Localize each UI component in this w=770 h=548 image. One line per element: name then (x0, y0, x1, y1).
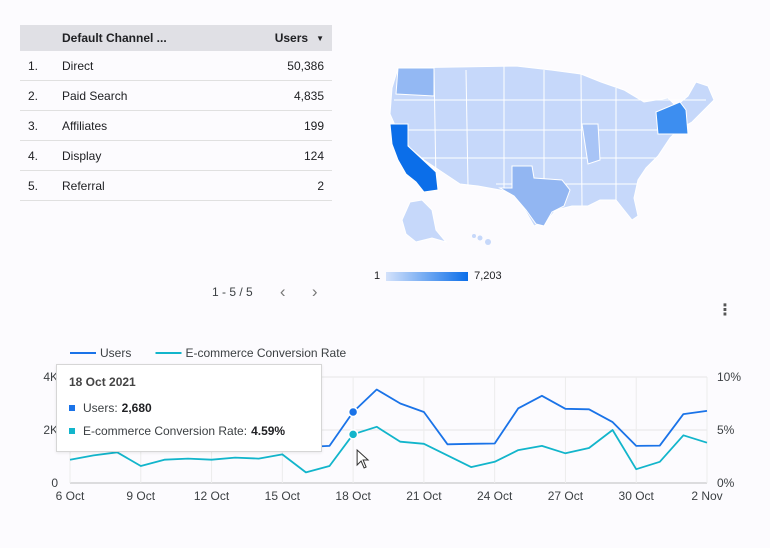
x-tick: 15 Oct (265, 489, 301, 503)
series-line-e-commerce-conversion-rate (69, 425, 708, 474)
table-row[interactable]: 2. Paid Search 4,835 (20, 81, 332, 111)
pager-range: 1 - 5 / 5 (212, 285, 253, 299)
state-texas[interactable] (498, 165, 571, 227)
x-tick: 24 Oct (477, 489, 513, 503)
row-channel: Display (62, 148, 102, 163)
sort-desc-icon[interactable]: ▼ (316, 33, 324, 43)
tooltip-users-value: 2,680 (121, 401, 152, 415)
row-users: 2 (317, 178, 324, 193)
table-row[interactable]: 4. Display 124 (20, 141, 332, 171)
legend-label: E-commerce Conversion Rate (186, 346, 347, 360)
legend-max: 7,203 (474, 270, 502, 282)
state-california[interactable] (389, 123, 439, 193)
x-tick: 30 Oct (619, 489, 655, 503)
ecr-swatch (69, 428, 75, 434)
state-washington[interactable] (395, 67, 435, 97)
row-index: 2. (28, 88, 39, 103)
table-pager: 1 - 5 / 5 ‹ › (212, 282, 331, 302)
table-header: Default Channel ... Users ▼ (20, 25, 332, 51)
row-index: 4. (28, 148, 39, 163)
x-tick: 27 Oct (548, 489, 584, 503)
table-row[interactable]: 1. Direct 50,386 (20, 51, 332, 81)
x-tick: 6 Oct (56, 489, 85, 503)
tooltip-users-label: Users: (83, 401, 118, 415)
x-tick: 2 Nov (691, 489, 722, 503)
x-tick: 21 Oct (406, 489, 442, 503)
legend-min: 1 (374, 270, 381, 282)
state-new-york[interactable] (655, 101, 689, 135)
row-channel: Paid Search (62, 88, 128, 103)
legend-label: Users (100, 346, 131, 360)
y-right-tick: 10% (717, 370, 741, 384)
state-illinois[interactable] (581, 123, 601, 165)
highlight-point[interactable] (347, 406, 359, 418)
legend-gradient-bar (386, 271, 469, 281)
highlight-point[interactable] (347, 429, 359, 440)
chevron-right-icon[interactable]: › (311, 282, 318, 301)
row-users: 199 (303, 118, 324, 133)
y-left-tick: 4K (43, 370, 58, 384)
row-index: 5. (28, 178, 39, 193)
table-row[interactable]: 3. Affiliates 199 (20, 111, 332, 141)
header-users[interactable]: Users ▼ (244, 31, 332, 45)
row-users: 4,835 (293, 88, 324, 103)
more-vert-icon[interactable]: ⋮ (717, 302, 733, 319)
x-tick: 12 Oct (194, 489, 230, 503)
row-users: 50,386 (287, 58, 324, 73)
y-right-tick: 0% (717, 476, 735, 490)
state-alaska[interactable] (401, 199, 448, 243)
row-channel: Affiliates (62, 118, 108, 133)
chart-tooltip: 18 Oct 2021 Users: 2,680 E-commerce Conv… (56, 364, 322, 452)
tooltip-ecr-row: E-commerce Conversion Rate: 4.59% (69, 424, 309, 438)
header-channel[interactable]: Default Channel ... (62, 31, 167, 45)
row-channel: Direct (62, 58, 94, 73)
mouse-cursor-icon (356, 448, 370, 469)
table-row[interactable]: 5. Referral 2 (20, 171, 332, 201)
row-index: 3. (28, 118, 39, 133)
tooltip-ecr-label: E-commerce Conversion Rate: (83, 424, 248, 438)
tooltip-date: 18 Oct 2021 (69, 375, 136, 389)
x-tick: 9 Oct (126, 489, 155, 503)
y-left-tick: 0 (51, 476, 58, 490)
map-color-legend: 1 7,203 (374, 270, 502, 282)
row-channel: Referral (62, 178, 105, 193)
row-index: 1. (28, 58, 39, 73)
tooltip-ecr-value: 4.59% (251, 424, 286, 438)
header-users-label: Users (274, 31, 309, 45)
chevron-left-icon[interactable]: ‹ (279, 282, 286, 301)
row-users: 124 (303, 148, 324, 163)
tooltip-users-row: Users: 2,680 (69, 401, 309, 415)
channel-table: Default Channel ... Users ▼ 1. Direct 50… (20, 25, 332, 201)
us-states-map[interactable] (376, 60, 726, 265)
y-left-tick: 2K (43, 423, 58, 437)
users-swatch (69, 405, 75, 411)
state-hawaii[interactable] (472, 234, 491, 245)
x-tick: 18 Oct (335, 489, 371, 503)
map-mainland[interactable] (389, 65, 715, 227)
y-right-tick: 5% (717, 423, 735, 437)
